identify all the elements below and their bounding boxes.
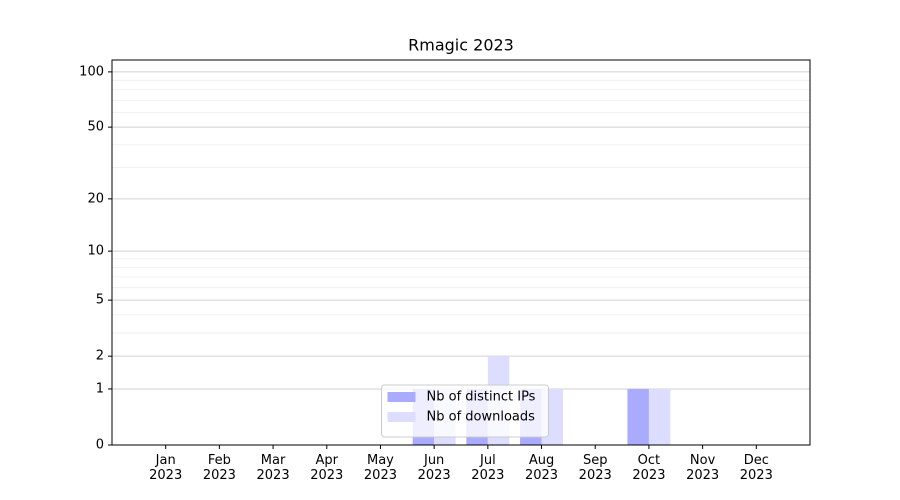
plot-frame <box>111 59 811 446</box>
y-tick-label: 1 <box>96 381 104 396</box>
y-tick-label: 100 <box>79 64 104 79</box>
legend-label: Nb of downloads <box>427 410 536 425</box>
x-tick-label: Oct 2023 <box>632 453 666 483</box>
y-tick-label: 10 <box>87 244 104 259</box>
y-tick-label: 0 <box>96 438 104 453</box>
x-tick-label: May 2023 <box>363 453 397 483</box>
chart-title: Rmagic 2023 <box>408 36 514 55</box>
bar <box>648 388 671 445</box>
x-tick-label: Mar 2023 <box>256 453 290 483</box>
y-tick-label: 50 <box>87 120 104 135</box>
x-tick-label: Dec 2023 <box>739 453 773 483</box>
x-tick-label: Jan 2023 <box>149 453 183 483</box>
legend-swatch <box>387 392 416 402</box>
legend-box <box>381 384 549 438</box>
y-tick-label: 2 <box>96 349 104 364</box>
bar <box>627 388 649 445</box>
x-tick-label: Sep 2023 <box>578 453 612 483</box>
x-tick-label: Aug 2023 <box>524 453 559 483</box>
x-tick-label: Nov 2023 <box>686 453 720 483</box>
x-tick-label: Jul 2023 <box>471 453 505 483</box>
y-tick-label: 5 <box>96 293 104 308</box>
x-tick-label: Feb 2023 <box>202 453 236 483</box>
x-tick-label: Apr 2023 <box>310 453 344 483</box>
legend-swatch <box>387 412 416 422</box>
x-tick-label: Jun 2023 <box>417 453 451 483</box>
y-tick-label: 20 <box>87 191 104 206</box>
legend-label: Nb of distinct IPs <box>427 390 536 405</box>
